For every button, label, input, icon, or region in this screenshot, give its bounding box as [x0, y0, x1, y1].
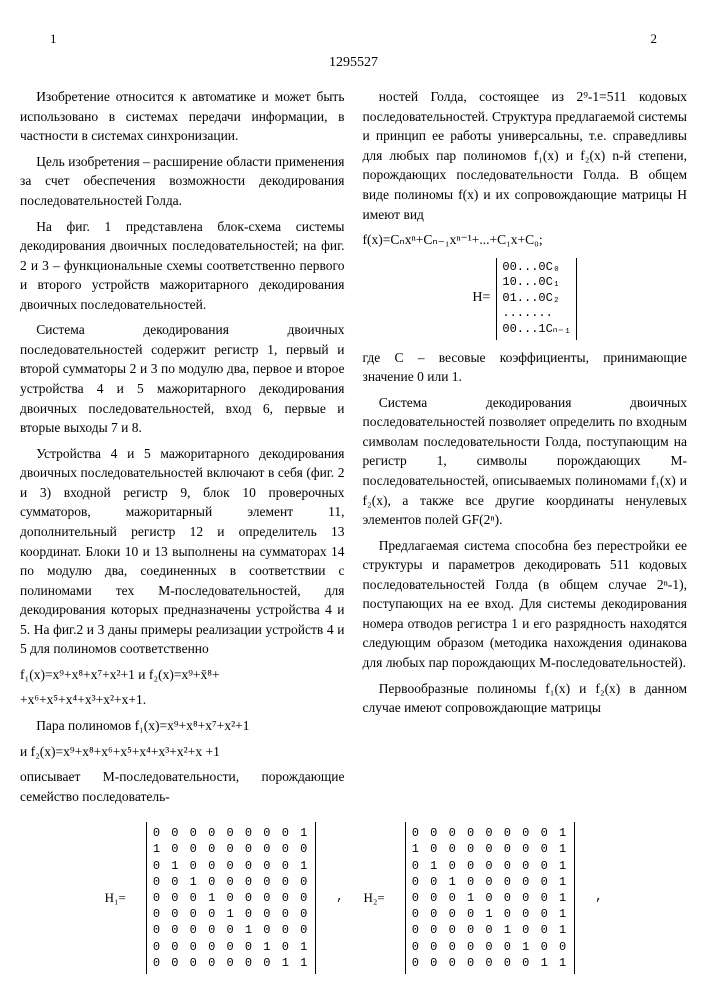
paragraph: Предлагаемая система способна без перест…: [363, 536, 688, 673]
column-right: ностей Голда, состоящее из 2⁹-1=511 кодо…: [363, 87, 688, 812]
formula: +x⁶+x⁵+x⁴+x³+x²+x+1.: [20, 690, 345, 710]
matrix-h2-label: H₂=: [364, 889, 385, 908]
matrix-h1-label: H₁=: [105, 889, 126, 908]
comma: ,: [595, 889, 602, 906]
paragraph: Пара полиномов f₁(x)=x⁹+x⁸+x⁷+x²+1: [20, 716, 345, 736]
formula: f₁(x)=x⁹+x⁸+x⁷+x²+1 и f₂(x)=x⁹+x̄⁸+: [20, 665, 345, 685]
matrix-h1-body: 0 0 0 0 0 0 0 0 1 1 0 0 0 0 0 0 0 0 0 1 …: [146, 822, 316, 974]
paragraph: Система декодирования двоичных последова…: [20, 320, 345, 437]
text-columns: Изобретение относится к автоматике и мож…: [20, 87, 687, 812]
paragraph: Система декодирования двоичных последова…: [363, 393, 688, 530]
patent-number: 1295527: [20, 53, 687, 73]
paragraph: Устройства 4 и 5 мажоритарного декодиров…: [20, 444, 345, 659]
paragraph: Первообразные полиномы f₁(x) и f₂(x) в д…: [363, 679, 688, 718]
matrices-h1-h2: H₁= 0 0 0 0 0 0 0 0 1 1 0 0 0 0 0 0 0 0 …: [20, 822, 687, 974]
paragraph: ностей Голда, состоящее из 2⁹-1=511 кодо…: [363, 87, 688, 224]
matrix-label: H=: [472, 288, 490, 308]
paragraph: Изобретение относится к автоматике и мож…: [20, 87, 345, 146]
formula: и f₂(x)=x⁹+x⁸+x⁶+x⁵+x⁴+x³+x²+x +1: [20, 742, 345, 762]
matrix-h-general: H= 00...0C₀ 10...0C₁ 01...0C₂ ....... 00…: [363, 258, 688, 340]
column-left: Изобретение относится к автоматике и мож…: [20, 87, 345, 812]
formula: f(x)=Cₙxⁿ+Cₙ₋₁xⁿ⁻¹+...+C₁x+C₀;: [363, 230, 688, 250]
paragraph: где C – весовые коэффициенты, принимающи…: [363, 348, 688, 387]
matrix-h2-body: 0 0 0 0 0 0 0 0 1 1 0 0 0 0 0 0 0 1 0 1 …: [405, 822, 575, 974]
paragraph: На фиг. 1 представлена блок-схема систем…: [20, 217, 345, 315]
paragraph: описывает М-последовательности, порождаю…: [20, 767, 345, 806]
page-number-left: 1: [50, 30, 57, 49]
matrix-body: 00...0C₀ 10...0C₁ 01...0C₂ ....... 00...…: [496, 258, 577, 340]
page-number-right: 2: [651, 30, 658, 49]
paragraph: Цель изобретения – расширение области пр…: [20, 152, 345, 211]
comma: ,: [336, 889, 343, 906]
